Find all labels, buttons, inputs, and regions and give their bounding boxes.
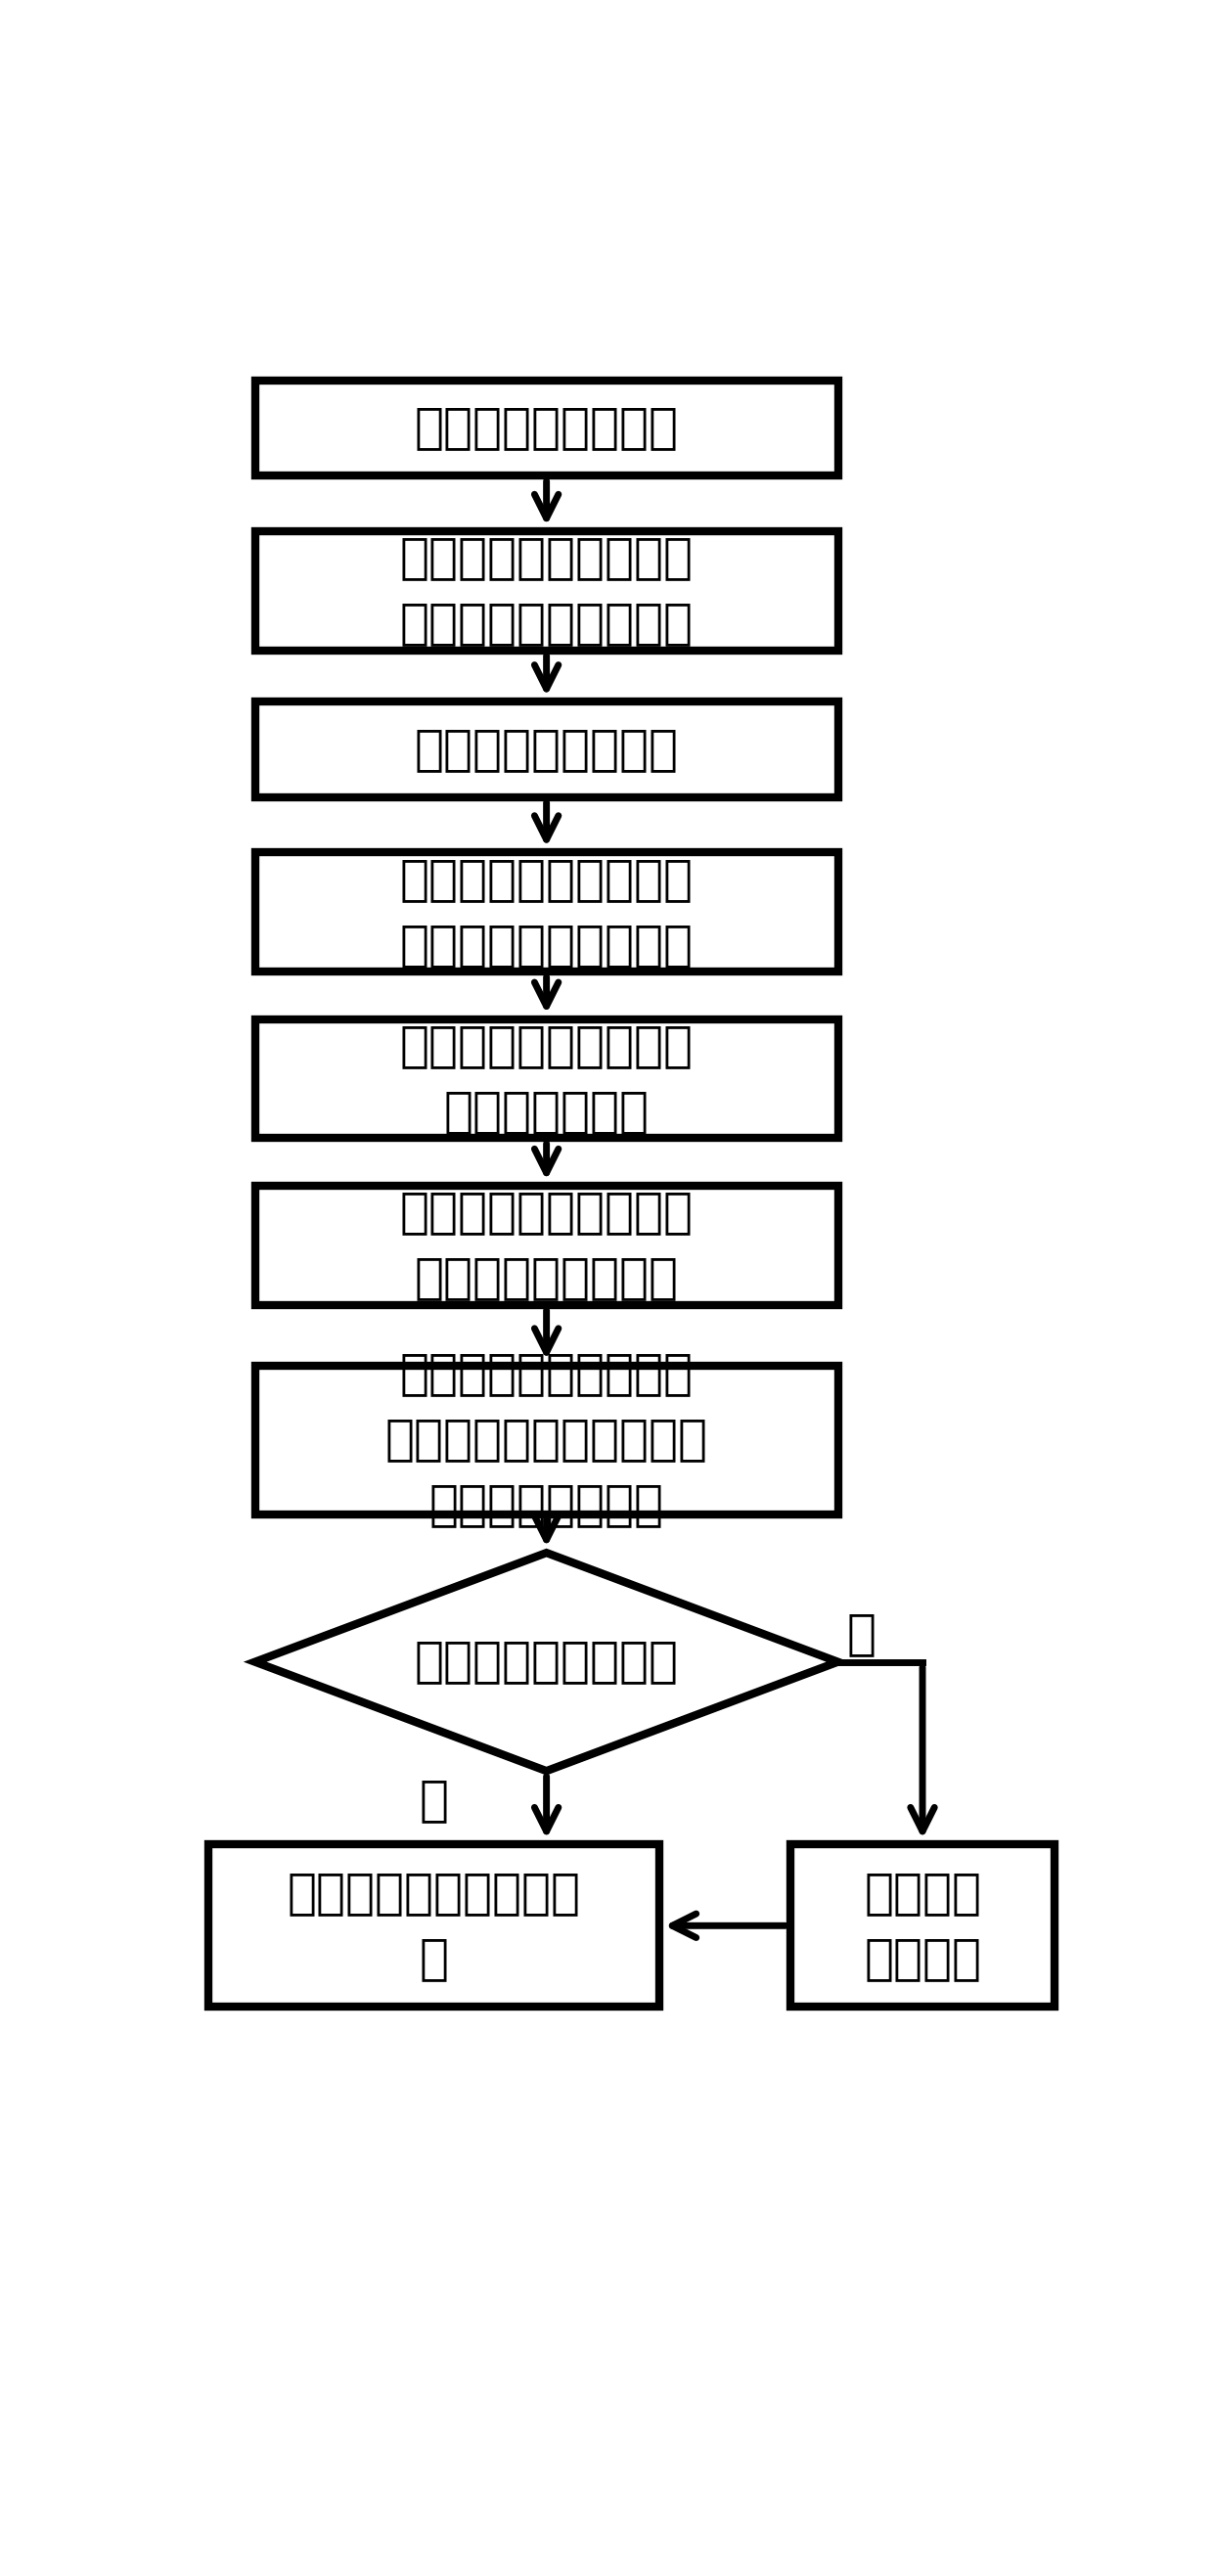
Text: 否: 否 (418, 1777, 449, 1824)
FancyBboxPatch shape (255, 1020, 838, 1139)
Text: 安装热流密度传感器: 安装热流密度传感器 (415, 726, 678, 773)
Text: 输入主轴内热源类型: 输入主轴内热源类型 (415, 404, 678, 451)
Text: 分析结果显示于触摸屏
上: 分析结果显示于触摸屏 上 (287, 1870, 580, 1981)
Polygon shape (255, 1553, 838, 1770)
Text: 生热量是否超出阈值: 生热量是否超出阈值 (415, 1638, 678, 1685)
FancyBboxPatch shape (255, 853, 838, 971)
FancyBboxPatch shape (209, 1844, 660, 2007)
FancyBboxPatch shape (255, 531, 838, 649)
Text: 故障报警
单元报警: 故障报警 单元报警 (864, 1870, 981, 1981)
Text: 生热计量单元计算主轴
内热源的生热量: 生热计量单元计算主轴 内热源的生热量 (400, 1023, 693, 1136)
Text: 热流密度传感器检测到
主轴内热源的热流密度: 热流密度传感器检测到 主轴内热源的热流密度 (400, 855, 693, 969)
Text: 热源诊断单元判断生热
量是否超出阈值，分析内
热源是否出现故障: 热源诊断单元判断生热 量是否超出阈值，分析内 热源是否出现故障 (385, 1350, 708, 1528)
FancyBboxPatch shape (255, 701, 838, 796)
FancyBboxPatch shape (791, 1844, 1054, 2007)
FancyBboxPatch shape (255, 381, 838, 477)
FancyBboxPatch shape (255, 1185, 838, 1306)
Text: 生热计量单元生成热量
曲线并显示于触摸屏: 生热计量单元生成热量 曲线并显示于触摸屏 (400, 1190, 693, 1301)
Text: 是: 是 (847, 1610, 876, 1656)
FancyBboxPatch shape (255, 1365, 838, 1515)
Text: 测点优化单元计算热流
密度传感器的安装位置: 测点优化单元计算热流 密度传感器的安装位置 (400, 536, 693, 647)
